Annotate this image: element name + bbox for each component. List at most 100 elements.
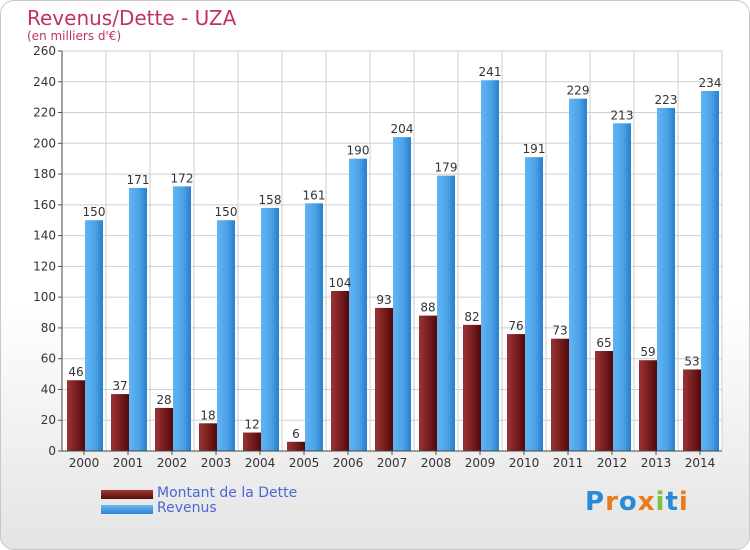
- y-tick-label: 60: [41, 352, 56, 366]
- bar-revenus: [569, 98, 587, 451]
- x-tick-label: 2011: [553, 456, 584, 470]
- x-tick-label: 2000: [69, 456, 100, 470]
- data-label-revenus: 172: [171, 171, 194, 185]
- bar-revenus: [657, 107, 675, 451]
- bar-chart: 4615037171281721815012158616110419093204…: [33, 44, 723, 470]
- data-label-revenus: 171: [127, 173, 150, 187]
- bar-revenus: [305, 203, 323, 451]
- bar-debt: [199, 423, 217, 451]
- legend-swatch-revenus: [101, 505, 153, 514]
- bar-debt: [463, 324, 481, 451]
- data-label-revenus: 158: [259, 193, 282, 207]
- bar-debt: [507, 334, 525, 451]
- x-tick-label: 2006: [333, 456, 364, 470]
- bar-debt: [639, 360, 657, 451]
- data-label-debt: 18: [200, 408, 215, 422]
- y-tick-label: 40: [41, 382, 56, 396]
- data-label-revenus: 190: [347, 144, 370, 158]
- bar-revenus: [525, 157, 543, 451]
- bar-debt: [243, 432, 261, 451]
- legend-swatch-debt: [101, 490, 153, 499]
- chart-title: Revenus/Dette - UZA: [27, 6, 237, 30]
- data-label-revenus: 150: [83, 205, 106, 219]
- logo-letter: P: [585, 487, 606, 517]
- data-label-debt: 59: [640, 345, 655, 359]
- bar-debt: [155, 407, 173, 451]
- data-label-debt: 37: [112, 379, 127, 393]
- data-label-revenus: 204: [391, 122, 414, 136]
- logo-letter: o: [618, 487, 638, 517]
- y-tick-label: 260: [33, 44, 56, 58]
- bar-debt: [551, 338, 569, 451]
- data-label-revenus: 234: [699, 76, 722, 90]
- bar-revenus: [85, 220, 103, 451]
- data-label-debt: 53: [684, 354, 699, 368]
- x-tick-label: 2012: [597, 456, 628, 470]
- legend-label-debt: Montant de la Dette: [157, 485, 298, 501]
- y-tick-label: 220: [33, 106, 56, 120]
- y-tick-label: 140: [33, 229, 56, 243]
- y-tick-label: 20: [41, 413, 56, 427]
- bar-revenus: [261, 207, 279, 451]
- bar-revenus: [173, 186, 191, 451]
- bar-revenus: [437, 175, 455, 451]
- y-tick-label: 180: [33, 167, 56, 181]
- x-tick-label: 2010: [509, 456, 540, 470]
- data-label-revenus: 161: [303, 188, 326, 202]
- data-label-debt: 46: [68, 365, 83, 379]
- x-tick-label: 2008: [421, 456, 452, 470]
- data-label-revenus: 213: [611, 108, 634, 122]
- data-label-revenus: 191: [523, 142, 546, 156]
- data-label-revenus: 241: [479, 65, 502, 79]
- data-label-revenus: 150: [215, 205, 238, 219]
- y-tick-label: 200: [33, 136, 56, 150]
- logo-letter: i: [655, 487, 666, 517]
- data-label-debt: 6: [292, 427, 300, 441]
- logo-letter: x: [637, 487, 656, 517]
- data-label-debt: 82: [464, 310, 479, 324]
- x-tick-label: 2007: [377, 456, 408, 470]
- proxiti-logo: Proxiti: [585, 487, 689, 517]
- data-label-debt: 88: [420, 301, 435, 315]
- logo-letter: r: [605, 487, 619, 517]
- data-label-debt: 76: [508, 319, 523, 333]
- bar-revenus: [481, 80, 499, 451]
- legend-label-revenus: Revenus: [157, 500, 217, 516]
- logo-letter: t: [665, 487, 679, 517]
- x-tick-label: 2005: [289, 456, 320, 470]
- data-label-debt: 28: [156, 393, 171, 407]
- data-label-debt: 12: [244, 418, 259, 432]
- data-label-revenus: 229: [567, 84, 590, 98]
- data-label-debt: 104: [329, 276, 352, 290]
- bar-debt: [111, 394, 129, 451]
- bar-revenus: [393, 137, 411, 451]
- data-label-revenus: 179: [435, 161, 458, 175]
- chart-subtitle: (en milliers d'€): [27, 29, 122, 43]
- bar-debt: [67, 380, 85, 451]
- data-label-revenus: 223: [655, 93, 678, 107]
- y-tick-label: 160: [33, 198, 56, 212]
- bar-revenus: [701, 91, 719, 451]
- x-tick-label: 2003: [201, 456, 232, 470]
- bar-debt: [419, 315, 437, 451]
- x-tick-label: 2009: [465, 456, 496, 470]
- bar-revenus: [217, 220, 235, 451]
- bar-debt: [595, 351, 613, 451]
- bar-revenus: [349, 158, 367, 451]
- bar-debt: [331, 291, 349, 451]
- y-tick-label: 0: [48, 444, 56, 458]
- y-tick-label: 80: [41, 321, 56, 335]
- y-tick-label: 240: [33, 75, 56, 89]
- x-tick-label: 2013: [641, 456, 672, 470]
- bar-revenus: [129, 187, 147, 451]
- bar-debt: [375, 307, 393, 451]
- bar-debt: [683, 369, 701, 451]
- logo-letter: i: [678, 487, 689, 517]
- data-label-debt: 93: [376, 293, 391, 307]
- x-tick-label: 2002: [157, 456, 188, 470]
- data-label-debt: 73: [552, 324, 567, 338]
- y-tick-label: 100: [33, 290, 56, 304]
- x-tick-label: 2001: [113, 456, 144, 470]
- x-tick-label: 2014: [685, 456, 716, 470]
- bar-revenus: [613, 123, 631, 452]
